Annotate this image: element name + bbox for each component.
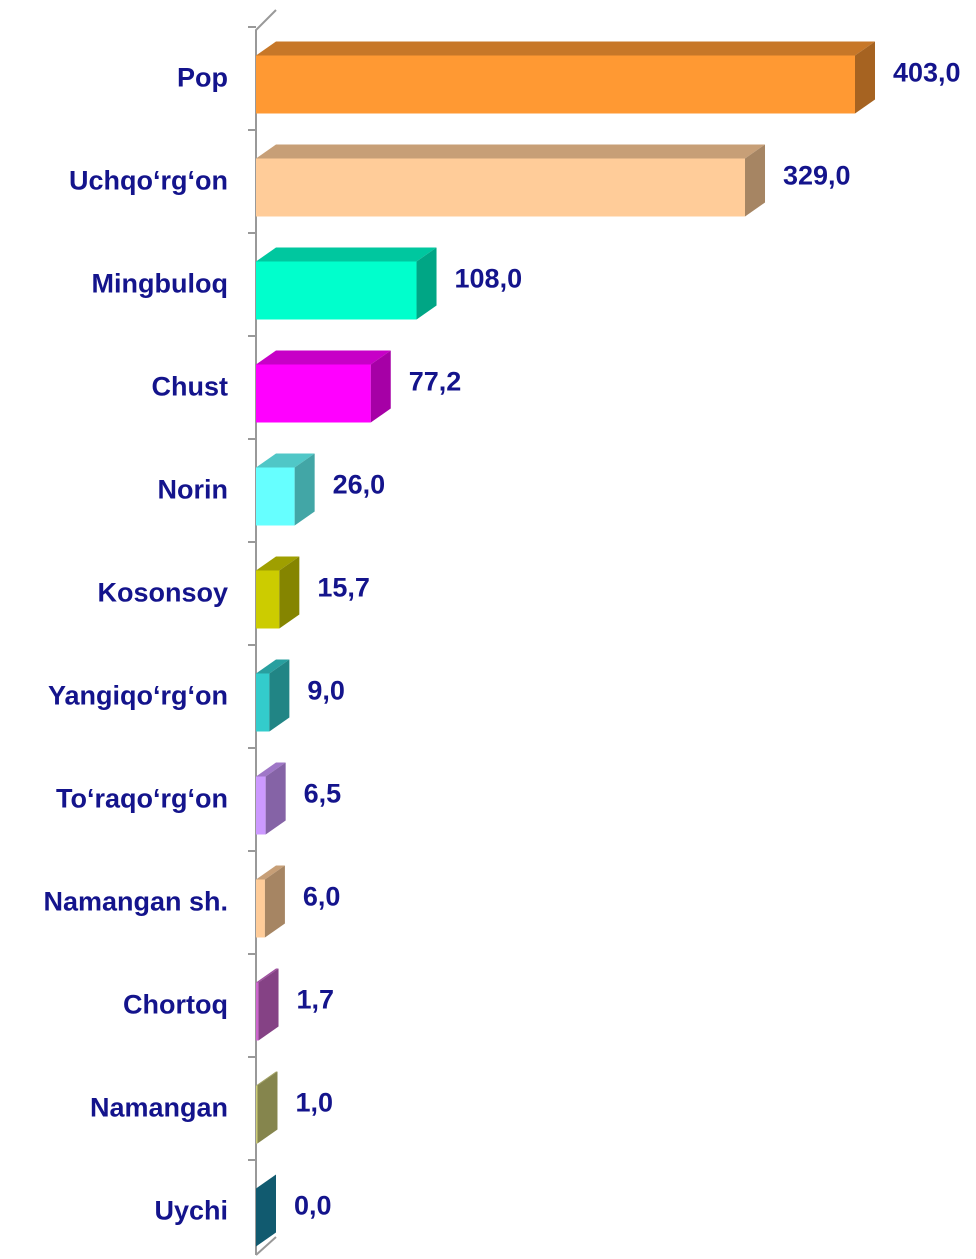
bar-side xyxy=(294,453,315,526)
category-label: Yangiqo‘rg‘on xyxy=(48,681,228,711)
bar xyxy=(256,1085,258,1144)
bar xyxy=(256,570,280,629)
bar xyxy=(256,982,259,1041)
category-label: Pop xyxy=(177,63,228,93)
category-label: Namangan sh. xyxy=(43,887,228,917)
bar-side xyxy=(258,968,279,1041)
category-label: Namangan xyxy=(90,1093,228,1123)
bar-side xyxy=(279,556,300,629)
category-label: Kosonsoy xyxy=(97,578,228,608)
bar-side xyxy=(257,1071,278,1144)
bar-side xyxy=(855,41,875,114)
category-label: To‘raqo‘rg‘on xyxy=(56,784,228,814)
category-label: Uychi xyxy=(154,1196,228,1226)
category-label: Uchqo‘rg‘on xyxy=(69,166,228,196)
bar-top xyxy=(256,968,279,983)
bar-top xyxy=(256,1071,278,1086)
bar-side xyxy=(264,865,285,938)
bar-top xyxy=(256,350,391,365)
value-label: 1,0 xyxy=(295,1088,333,1118)
value-label: 0,0 xyxy=(294,1191,332,1221)
category-label: Chust xyxy=(152,372,229,402)
axis-line xyxy=(255,9,277,1255)
value-label: 1,7 xyxy=(297,985,335,1015)
value-label: 6,0 xyxy=(303,882,341,912)
bar-side xyxy=(370,350,391,423)
bar-side xyxy=(416,247,437,320)
bar xyxy=(256,673,270,732)
category-label: Norin xyxy=(158,475,229,505)
bar-top xyxy=(256,247,437,262)
category-label: Chortoq xyxy=(123,990,228,1020)
value-label: 108,0 xyxy=(455,264,523,294)
bar-top xyxy=(256,556,300,571)
bar xyxy=(256,261,417,320)
value-label: 9,0 xyxy=(307,676,345,706)
bar-side xyxy=(265,762,286,835)
value-label: 77,2 xyxy=(409,367,462,397)
axis-line xyxy=(255,1236,277,1256)
bar-top xyxy=(256,659,290,674)
bar xyxy=(256,776,266,835)
value-label: 403,0 xyxy=(893,58,961,88)
value-label: 329,0 xyxy=(783,161,851,191)
bar xyxy=(256,55,855,114)
value-label: 15,7 xyxy=(317,573,370,603)
bar-side xyxy=(745,144,766,217)
bar-side xyxy=(256,1174,276,1247)
bar xyxy=(256,364,371,423)
bar xyxy=(256,467,295,526)
bar-top xyxy=(256,41,875,56)
value-label: 6,5 xyxy=(304,779,342,809)
bar-side xyxy=(269,659,290,732)
bar xyxy=(256,158,746,217)
bar-top xyxy=(256,865,285,880)
axis-wall xyxy=(255,9,277,1256)
value-label: 26,0 xyxy=(333,470,386,500)
bar xyxy=(256,879,265,938)
category-label: Mingbuloq xyxy=(92,269,228,299)
bar-top xyxy=(256,453,315,468)
bar-top xyxy=(256,762,286,777)
bar-top xyxy=(256,144,766,159)
